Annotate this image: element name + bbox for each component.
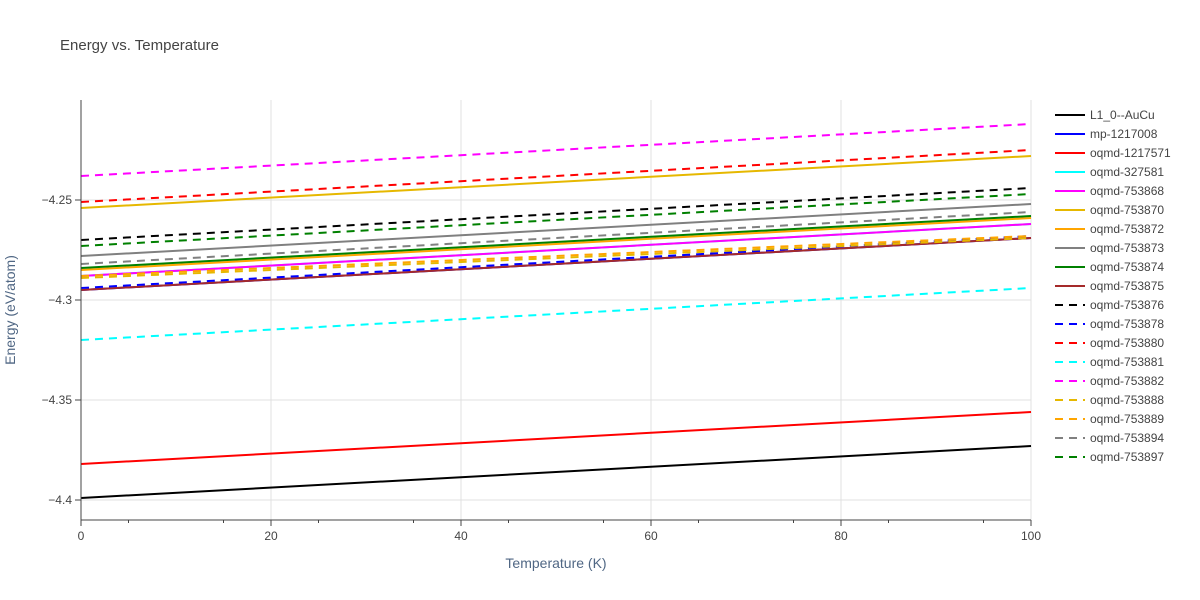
legend-label[interactable]: oqmd-1217571 xyxy=(1090,146,1171,160)
series-line[interactable] xyxy=(80,123,1032,177)
axes: 0 20 40 60 80 100 −4.4 −4.35 −4.3 −4.25 xyxy=(42,100,1041,543)
y-axis-title: Energy (eV/atom) xyxy=(2,255,18,365)
legend-label[interactable]: oqmd-753889 xyxy=(1090,412,1164,426)
series-line[interactable] xyxy=(80,235,1032,277)
series-line[interactable] xyxy=(80,211,1032,265)
legend: L1_0--AuCu mp-1217008 oqmd-1217571 oqmd-327… xyxy=(1055,108,1171,464)
series-line[interactable] xyxy=(80,187,1032,241)
legend-label[interactable]: oqmd-753873 xyxy=(1090,241,1164,255)
x-axis-title: Temperature (K) xyxy=(505,555,606,571)
legend-label[interactable]: oqmd-753872 xyxy=(1090,222,1164,236)
series-line[interactable] xyxy=(80,217,1032,271)
legend-label[interactable]: oqmd-753875 xyxy=(1090,279,1164,293)
series-line[interactable] xyxy=(80,411,1032,465)
legend-label[interactable]: oqmd-753870 xyxy=(1090,203,1164,217)
legend-label[interactable]: oqmd-753888 xyxy=(1090,393,1164,407)
series-line[interactable] xyxy=(80,237,1032,279)
legend-label[interactable]: oqmd-753897 xyxy=(1090,450,1164,464)
legend-label[interactable]: oqmd-753894 xyxy=(1090,431,1164,445)
series-line[interactable] xyxy=(80,149,1032,203)
legend-label[interactable]: oqmd-753868 xyxy=(1090,184,1164,198)
legend-label[interactable]: oqmd-327581 xyxy=(1090,165,1164,179)
y-tick-label: −4.4 xyxy=(48,493,72,507)
legend-label[interactable]: oqmd-753878 xyxy=(1090,317,1164,331)
series-line[interactable] xyxy=(80,237,1032,291)
y-tick-label: −4.35 xyxy=(42,393,73,407)
chart-title: Energy vs. Temperature xyxy=(60,37,219,54)
y-tick-label: −4.25 xyxy=(42,193,73,207)
legend-label[interactable]: oqmd-753876 xyxy=(1090,298,1164,312)
series-line[interactable] xyxy=(80,235,1032,289)
grid xyxy=(81,100,1032,520)
legend-label[interactable]: oqmd-753881 xyxy=(1090,355,1164,369)
x-tick-label: 80 xyxy=(834,529,848,543)
plot-area[interactable] xyxy=(80,123,1032,499)
legend-label[interactable]: oqmd-753874 xyxy=(1090,260,1164,274)
series-line[interactable] xyxy=(80,223,1032,277)
x-tick-label: 0 xyxy=(78,529,85,543)
legend-label[interactable]: oqmd-753882 xyxy=(1090,374,1164,388)
legend-label[interactable]: mp-1217008 xyxy=(1090,127,1158,141)
series-line[interactable] xyxy=(80,155,1032,209)
series-line[interactable] xyxy=(80,203,1032,257)
legend-label[interactable]: L1_0--AuCu xyxy=(1090,108,1155,122)
y-tick-label: −4.3 xyxy=(48,293,72,307)
x-tick-label: 40 xyxy=(454,529,468,543)
legend-label[interactable]: oqmd-753880 xyxy=(1090,336,1164,350)
series-line[interactable] xyxy=(80,193,1032,247)
series-line[interactable] xyxy=(80,287,1032,341)
x-tick-label: 100 xyxy=(1021,529,1041,543)
x-tick-label: 20 xyxy=(264,529,278,543)
series-line[interactable] xyxy=(80,445,1032,499)
x-tick-label: 60 xyxy=(644,529,658,543)
series-line[interactable] xyxy=(80,215,1032,269)
